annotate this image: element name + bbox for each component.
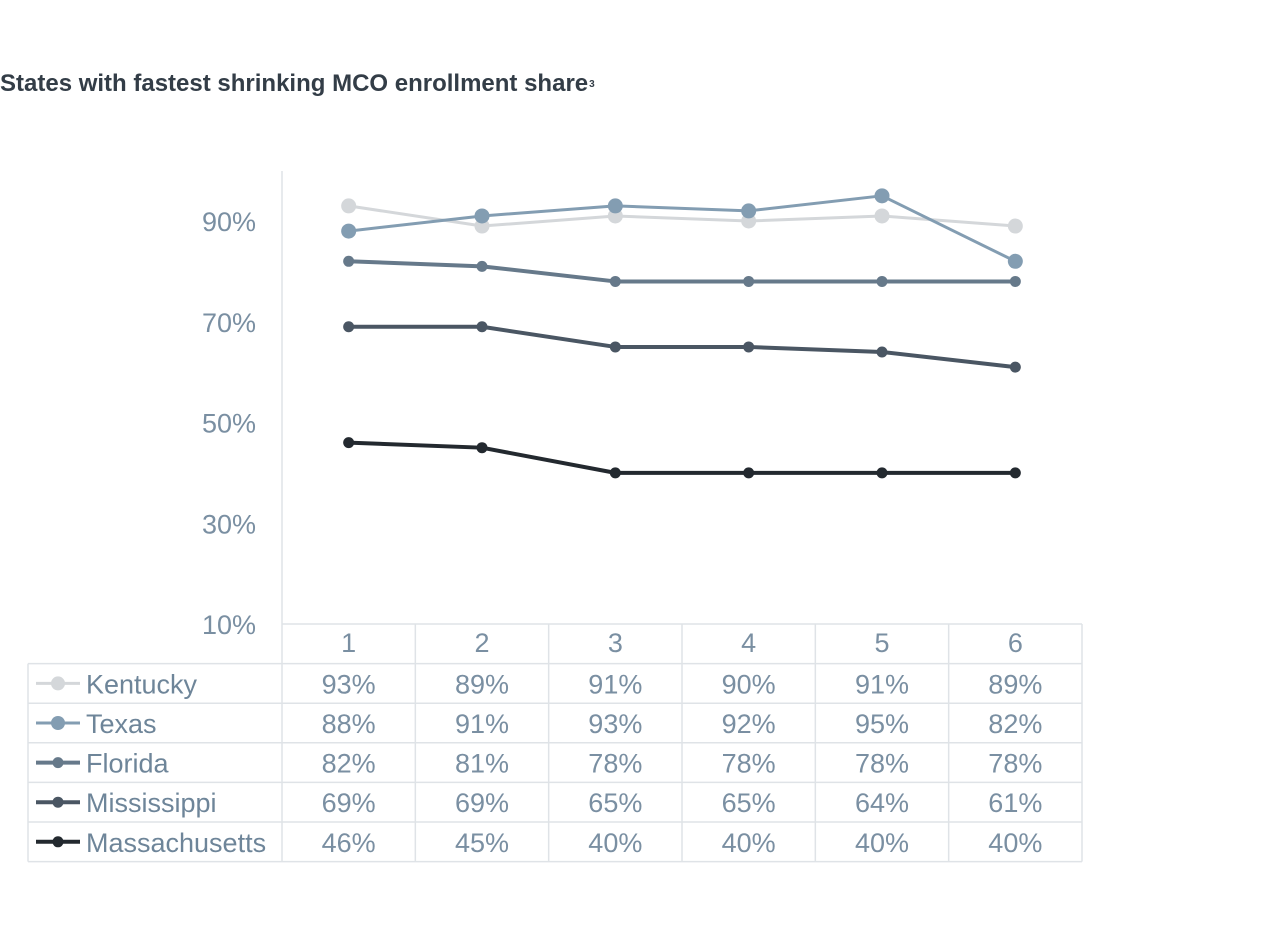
table-cell-value: 91%: [455, 709, 509, 739]
legend-key-marker: [52, 836, 64, 848]
title-footnote: 3: [589, 79, 595, 90]
legend-key-marker: [52, 757, 64, 769]
data-point-florida: [1009, 275, 1021, 287]
y-tick-label: 10%: [202, 610, 256, 640]
data-point-mississippi: [743, 341, 755, 353]
data-point-florida: [476, 260, 488, 272]
table-cell-value: 46%: [322, 828, 376, 858]
legend-key-marker: [51, 676, 65, 691]
data-point-florida: [609, 275, 621, 287]
table-cell-value: 61%: [988, 788, 1042, 818]
data-point-florida: [876, 275, 888, 287]
y-tick-label: 50%: [202, 409, 256, 439]
table-cell-value: 92%: [722, 709, 776, 739]
data-point-kentucky: [874, 208, 890, 224]
table-cell-value: 64%: [855, 788, 909, 818]
chart-title: States with fastest shrinking MCO enroll…: [0, 70, 595, 98]
data-point-massachusetts: [1009, 467, 1021, 479]
data-point-kentucky: [1007, 218, 1023, 234]
series-line-florida: [348, 259, 1016, 284]
x-category-label: 5: [874, 628, 889, 658]
table-cell-value: 89%: [455, 669, 509, 699]
series-line-mississippi: [348, 324, 1016, 370]
data-point-florida: [343, 255, 355, 267]
y-tick-label: 90%: [202, 207, 256, 237]
table-cell-value: 78%: [588, 749, 642, 779]
y-tick-label: 70%: [202, 308, 256, 338]
table-cell-value: 78%: [988, 749, 1042, 779]
y-tick-label: 30%: [202, 509, 256, 539]
chart-title-text: States with fastest shrinking MCO enroll…: [0, 70, 589, 97]
table-cell-value: 45%: [455, 828, 509, 858]
table-cell-value: 93%: [588, 709, 642, 739]
legend-label-texas: Texas: [86, 709, 157, 739]
data-point-mississippi: [343, 321, 355, 333]
table-cell-value: 82%: [988, 709, 1042, 739]
table-cell-value: 81%: [455, 749, 509, 779]
data-point-mississippi: [476, 321, 488, 333]
table-cell-value: 78%: [722, 749, 776, 779]
legend-label-kentucky: Kentucky: [86, 669, 198, 699]
series-line-kentucky: [348, 204, 1016, 228]
table-cell-value: 65%: [722, 788, 776, 818]
data-point-texas: [1007, 253, 1023, 269]
table-cell-value: 40%: [855, 828, 909, 858]
table-cell-value: 40%: [588, 828, 642, 858]
table-cell-value: 91%: [855, 669, 909, 699]
legend-label-florida: Florida: [86, 749, 170, 779]
x-category-label: 6: [1008, 628, 1023, 658]
data-point-mississippi: [609, 341, 621, 353]
legend-key-marker: [51, 716, 65, 730]
series-line-massachusetts: [348, 440, 1016, 475]
table-cell-value: 88%: [322, 709, 376, 739]
table-cell-value: 69%: [322, 788, 376, 818]
legend-label-mississippi: Mississippi: [86, 788, 217, 818]
data-point-texas: [474, 208, 490, 224]
data-point-massachusetts: [476, 442, 488, 454]
data-point-kentucky: [341, 198, 357, 214]
table-cell-value: 90%: [722, 669, 776, 699]
legend-key-marker: [52, 796, 64, 808]
x-category-label: 1: [341, 628, 356, 658]
data-point-texas: [741, 203, 757, 219]
table-cell-value: 82%: [322, 749, 376, 779]
x-category-label: 4: [741, 628, 756, 658]
table-cell-value: 89%: [988, 669, 1042, 699]
data-point-mississippi: [1009, 361, 1021, 373]
data-point-texas: [341, 223, 357, 239]
table-cell-value: 40%: [988, 828, 1042, 858]
x-category-label: 2: [474, 628, 489, 658]
table-cell-value: 65%: [588, 788, 642, 818]
table-cell-value: 93%: [322, 669, 376, 699]
table-cell-value: 69%: [455, 788, 509, 818]
series-line-texas: [348, 194, 1016, 263]
data-point-florida: [743, 275, 755, 287]
table-cell-value: 91%: [588, 669, 642, 699]
table-cell-value: 40%: [722, 828, 776, 858]
table-cell-value: 95%: [855, 709, 909, 739]
data-point-massachusetts: [743, 467, 755, 479]
table-cell-value: 78%: [855, 749, 909, 779]
data-point-texas: [874, 188, 890, 204]
legend-label-massachusetts: Massachusetts: [86, 828, 266, 858]
data-point-mississippi: [876, 346, 888, 358]
data-point-texas: [607, 198, 623, 214]
data-point-massachusetts: [343, 437, 355, 449]
x-category-label: 3: [608, 628, 623, 658]
data-point-massachusetts: [876, 467, 888, 479]
data-point-massachusetts: [609, 467, 621, 479]
